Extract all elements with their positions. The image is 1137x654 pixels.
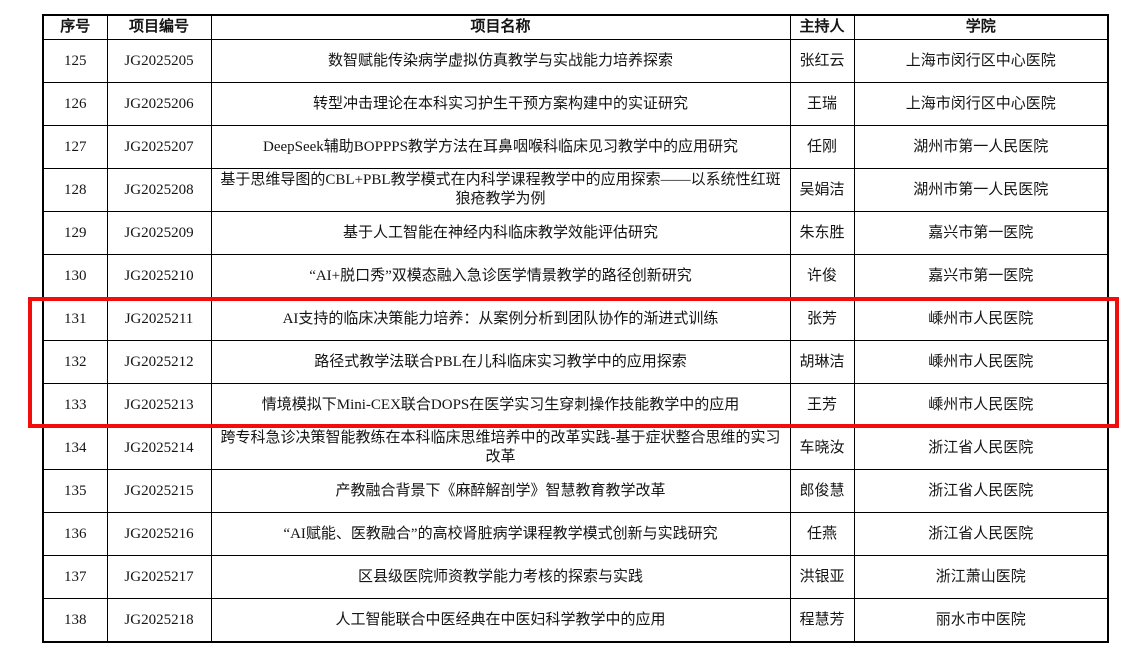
cell-college: 嵊州市人民医院 (853, 340, 1109, 384)
cell-code: JG2025214 (106, 426, 212, 470)
cell-title: 人工智能联合中医经典在中医妇科学教学中的应用 (210, 598, 791, 643)
cell-leader: 朱东胜 (789, 211, 855, 255)
col-header-serial: 序号 (42, 14, 108, 40)
cell-leader: 郎俊慧 (789, 469, 855, 513)
cell-college: 浙江萧山医院 (853, 555, 1109, 599)
cell-serial: 130 (42, 254, 108, 298)
cell-leader: 吴娟洁 (789, 168, 855, 212)
cell-college: 丽水市中医院 (853, 598, 1109, 643)
table-body: 125 JG2025205 数智赋能传染病学虚拟仿真教学与实战能力培养探索 张红… (42, 39, 1109, 643)
table-row: 128 JG2025208 基于思维导图的CBL+PBL教学模式在内科学课程教学… (42, 168, 1109, 212)
table-row: 133 JG2025213 情境模拟下Mini-CEX联合DOPS在医学实习生穿… (42, 383, 1109, 427)
cell-serial: 133 (42, 383, 108, 427)
cell-college: 嘉兴市第一医院 (853, 254, 1109, 298)
cell-code: JG2025211 (106, 297, 212, 341)
cell-leader: 车晓汝 (789, 426, 855, 470)
table-row: 137 JG2025217 区县级医院师资教学能力考核的探索与实践 洪银亚 浙江… (42, 555, 1109, 599)
cell-college: 嘉兴市第一医院 (853, 211, 1109, 255)
cell-leader: 张芳 (789, 297, 855, 341)
cell-code: JG2025206 (106, 82, 212, 126)
cell-code: JG2025216 (106, 512, 212, 556)
table-row: 130 JG2025210 “AI+脱口秀”双模态融入急诊医学情景教学的路径创新… (42, 254, 1109, 298)
cell-serial: 134 (42, 426, 108, 470)
cell-college: 浙江省人民医院 (853, 512, 1109, 556)
cell-leader: 任燕 (789, 512, 855, 556)
cell-leader: 任刚 (789, 125, 855, 169)
cell-college: 上海市闵行区中心医院 (853, 82, 1109, 126)
cell-college: 嵊州市人民医院 (853, 297, 1109, 341)
cell-title: 转型冲击理论在本科实习护生干预方案构建中的实证研究 (210, 82, 791, 126)
cell-serial: 131 (42, 297, 108, 341)
cell-leader: 程慧芳 (789, 598, 855, 643)
col-header-code: 项目编号 (106, 14, 212, 40)
table-row: 129 JG2025209 基于人工智能在神经内科临床教学效能评估研究 朱东胜 … (42, 211, 1109, 255)
table-header-row: 序号 项目编号 项目名称 主持人 学院 (42, 14, 1109, 40)
col-header-college: 学院 (853, 14, 1109, 40)
cell-code: JG2025208 (106, 168, 212, 212)
cell-leader: 胡琳洁 (789, 340, 855, 384)
cell-serial: 127 (42, 125, 108, 169)
cell-serial: 129 (42, 211, 108, 255)
cell-college: 湖州市第一人民医院 (853, 168, 1109, 212)
table-row: 134 JG2025214 跨专科急诊决策智能教练在本科临床思维培养中的改革实践… (42, 426, 1109, 470)
table-row: 138 JG2025218 人工智能联合中医经典在中医妇科学教学中的应用 程慧芳… (42, 598, 1109, 643)
cell-title: DeepSeek辅助BOPPPS教学方法在耳鼻咽喉科临床见习教学中的应用研究 (210, 125, 791, 169)
cell-title: “AI+脱口秀”双模态融入急诊医学情景教学的路径创新研究 (210, 254, 791, 298)
cell-college: 浙江省人民医院 (853, 426, 1109, 470)
cell-college: 嵊州市人民医院 (853, 383, 1109, 427)
cell-title: “AI赋能、医教融合”的高校肾脏病学课程教学模式创新与实践研究 (210, 512, 791, 556)
projects-table: 序号 项目编号 项目名称 主持人 学院 125 JG2025205 数智赋能传染… (42, 14, 1109, 643)
table-row: 132 JG2025212 路径式教学法联合PBL在儿科临床实习教学中的应用探索… (42, 340, 1109, 384)
cell-serial: 126 (42, 82, 108, 126)
table-row: 136 JG2025216 “AI赋能、医教融合”的高校肾脏病学课程教学模式创新… (42, 512, 1109, 556)
col-header-title: 项目名称 (210, 14, 791, 40)
cell-code: JG2025210 (106, 254, 212, 298)
cell-code: JG2025215 (106, 469, 212, 513)
cell-serial: 137 (42, 555, 108, 599)
cell-serial: 138 (42, 598, 108, 643)
cell-code: JG2025212 (106, 340, 212, 384)
table-row: 127 JG2025207 DeepSeek辅助BOPPPS教学方法在耳鼻咽喉科… (42, 125, 1109, 169)
cell-leader: 张红云 (789, 39, 855, 83)
cell-code: JG2025205 (106, 39, 212, 83)
cell-code: JG2025207 (106, 125, 212, 169)
cell-serial: 136 (42, 512, 108, 556)
cell-code: JG2025218 (106, 598, 212, 643)
table-row: 131 JG2025211 AI支持的临床决策能力培养：从案例分析到团队协作的渐… (42, 297, 1109, 341)
cell-title: 产教融合背景下《麻醉解剖学》智慧教育教学改革 (210, 469, 791, 513)
table-row: 126 JG2025206 转型冲击理论在本科实习护生干预方案构建中的实证研究 … (42, 82, 1109, 126)
cell-college: 上海市闵行区中心医院 (853, 39, 1109, 83)
cell-serial: 125 (42, 39, 108, 83)
cell-title: AI支持的临床决策能力培养：从案例分析到团队协作的渐进式训练 (210, 297, 791, 341)
cell-title: 基于思维导图的CBL+PBL教学模式在内科学课程教学中的应用探索——以系统性红斑… (210, 168, 791, 212)
cell-leader: 许俊 (789, 254, 855, 298)
cell-code: JG2025217 (106, 555, 212, 599)
table-row: 135 JG2025215 产教融合背景下《麻醉解剖学》智慧教育教学改革 郎俊慧… (42, 469, 1109, 513)
cell-leader: 王芳 (789, 383, 855, 427)
cell-serial: 135 (42, 469, 108, 513)
cell-serial: 132 (42, 340, 108, 384)
cell-leader: 王瑞 (789, 82, 855, 126)
cell-title: 基于人工智能在神经内科临床教学效能评估研究 (210, 211, 791, 255)
table-row: 125 JG2025205 数智赋能传染病学虚拟仿真教学与实战能力培养探索 张红… (42, 39, 1109, 83)
cell-college: 湖州市第一人民医院 (853, 125, 1109, 169)
cell-serial: 128 (42, 168, 108, 212)
cell-title: 路径式教学法联合PBL在儿科临床实习教学中的应用探索 (210, 340, 791, 384)
cell-college: 浙江省人民医院 (853, 469, 1109, 513)
cell-title: 区县级医院师资教学能力考核的探索与实践 (210, 555, 791, 599)
cell-leader: 洪银亚 (789, 555, 855, 599)
cell-title: 情境模拟下Mini-CEX联合DOPS在医学实习生穿刺操作技能教学中的应用 (210, 383, 791, 427)
cell-code: JG2025213 (106, 383, 212, 427)
cell-title: 跨专科急诊决策智能教练在本科临床思维培养中的改革实践-基于症状整合思维的实习改革 (210, 426, 791, 470)
cell-title: 数智赋能传染病学虚拟仿真教学与实战能力培养探索 (210, 39, 791, 83)
col-header-leader: 主持人 (789, 14, 855, 40)
cell-code: JG2025209 (106, 211, 212, 255)
